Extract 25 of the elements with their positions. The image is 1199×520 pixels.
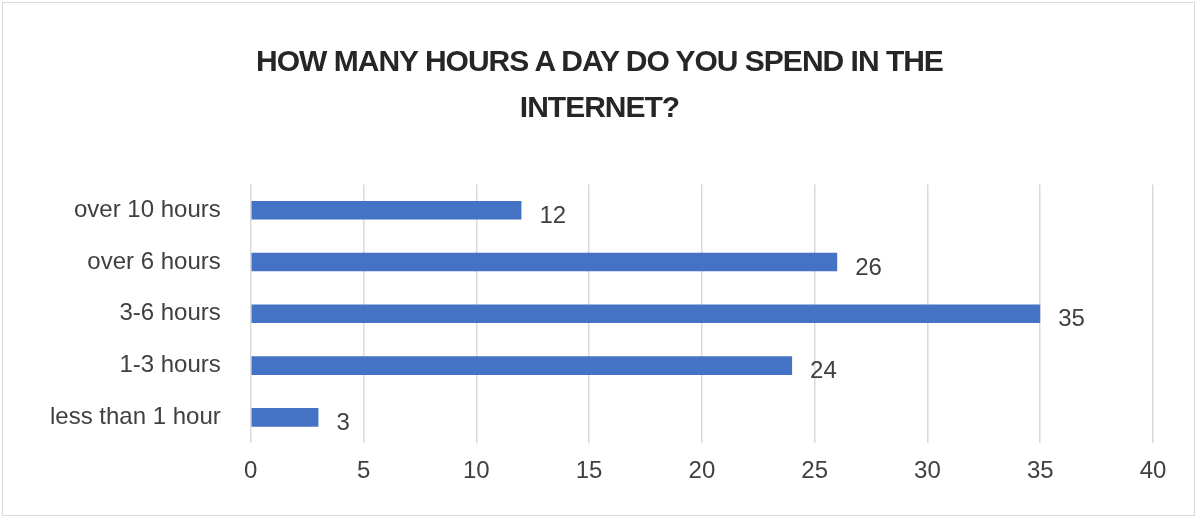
chart-title: HOW MANY HOURS A DAY DO YOU SPEND IN THE INTERNET? bbox=[255, 43, 944, 125]
x-tick-label: 5 bbox=[356, 456, 371, 484]
y-tick-label: 3-6 hours bbox=[119, 298, 221, 326]
x-tick-label: 40 bbox=[1139, 456, 1167, 484]
bar bbox=[251, 252, 838, 272]
y-tick-label: less than 1 hour bbox=[50, 401, 221, 429]
data-label: 35 bbox=[1058, 304, 1085, 332]
bar bbox=[251, 356, 793, 375]
data-label: 26 bbox=[855, 252, 882, 280]
bar bbox=[251, 304, 1041, 324]
y-tick-label: over 6 hours bbox=[87, 246, 221, 274]
x-tick-label: 20 bbox=[688, 456, 716, 484]
data-label: 24 bbox=[810, 356, 837, 384]
x-tick-label: 10 bbox=[462, 456, 490, 484]
x-tick-label: 0 bbox=[244, 456, 258, 484]
y-tick-label: 1-3 hours bbox=[119, 350, 221, 378]
bar bbox=[251, 200, 522, 220]
data-label: 3 bbox=[336, 407, 350, 435]
data-label: 12 bbox=[539, 200, 567, 228]
x-tick-label: 30 bbox=[914, 456, 941, 484]
x-tick-label: 25 bbox=[801, 456, 829, 484]
x-tick-label: 15 bbox=[575, 456, 603, 484]
y-tick-label: over 10 hours bbox=[74, 194, 221, 222]
x-tick-label: 35 bbox=[1026, 456, 1054, 484]
bar bbox=[251, 408, 319, 427]
